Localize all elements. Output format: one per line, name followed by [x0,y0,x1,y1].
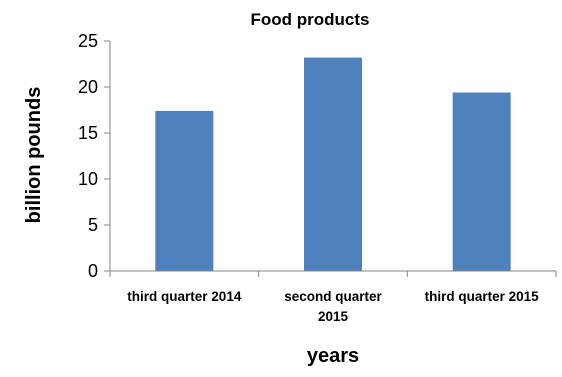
y-tick-label: 10 [78,169,98,189]
bar [452,92,511,272]
y-tick-label: 5 [88,215,98,235]
y-axis-ticks: 0 5 10 15 20 25 [78,31,110,281]
y-axis-label: billion pounds [23,87,45,224]
chart-title: Food products [251,10,370,29]
x-axis-ticks: third quarter 2014 second quarter 2015 thir… [127,289,539,324]
axes [109,41,557,277]
x-tick-label: third quarter 2015 [425,289,540,304]
bar [304,57,362,272]
x-tick-label: second quarter 2015 [284,289,382,324]
y-tick-label: 15 [78,123,98,143]
x-axis-label: years [307,345,359,367]
bar [155,110,214,271]
y-tick-label: 20 [78,77,98,97]
x-tick-label: third quarter 2014 [127,289,242,304]
bars [155,57,511,272]
y-tick-label: 25 [78,31,98,51]
y-tick-label: 0 [88,261,98,281]
